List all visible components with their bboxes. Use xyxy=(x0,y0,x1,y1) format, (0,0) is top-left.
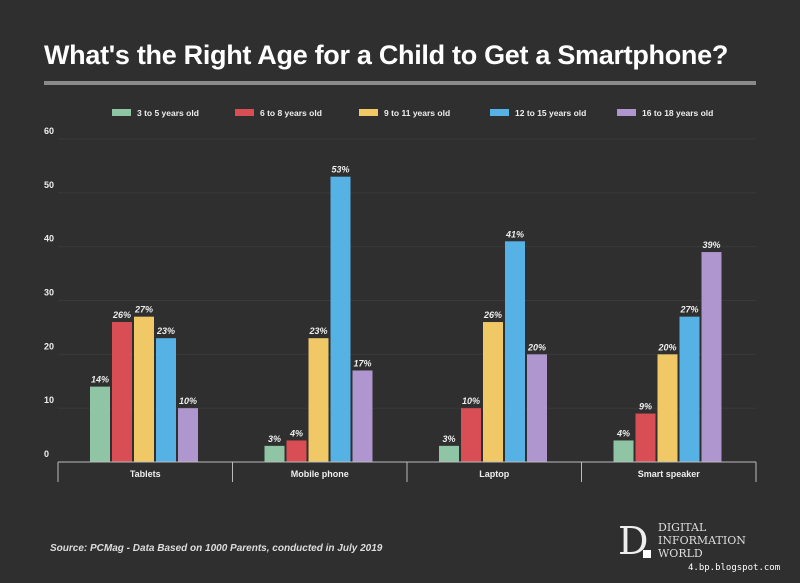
bar xyxy=(679,316,700,462)
legend-swatch xyxy=(112,109,131,116)
data-label: 10% xyxy=(462,396,480,406)
bar xyxy=(635,413,656,462)
y-tick-label: 20 xyxy=(44,341,54,351)
legend-label: 3 to 5 years old xyxy=(137,108,199,118)
source-note: Source: PCMag - Data Based on 1000 Paren… xyxy=(50,543,383,554)
bar-chart: 0 10 20 30 40 50 60 3 to 5 years old 6 to 8 year… xyxy=(44,108,757,482)
bar xyxy=(156,338,176,462)
bar xyxy=(264,445,285,462)
legend-label: 16 to 18 years old xyxy=(642,108,713,118)
data-label: 41% xyxy=(505,229,524,239)
data-label: 4% xyxy=(289,428,303,438)
logo-line: DIGITAL xyxy=(658,521,707,534)
bar xyxy=(505,241,525,462)
bar xyxy=(657,354,678,462)
y-tick-label: 40 xyxy=(44,234,54,244)
data-label: 26% xyxy=(112,310,131,320)
bar xyxy=(90,386,110,462)
data-label: 9% xyxy=(639,402,652,412)
data-label: 20% xyxy=(527,342,546,352)
bar xyxy=(701,252,722,462)
data-label: 27% xyxy=(679,305,698,315)
x-tick-label: Smart speaker xyxy=(638,469,701,479)
x-tick-label: Tablets xyxy=(130,469,161,479)
data-label: 23% xyxy=(156,326,175,336)
bar xyxy=(112,322,132,462)
logo-text: DIGITAL INFORMATION WORLD xyxy=(658,521,746,560)
y-tick-label: 10 xyxy=(44,395,54,405)
legend-swatch xyxy=(490,109,509,116)
data-label: 3% xyxy=(268,434,281,444)
y-tick-label: 50 xyxy=(44,180,54,190)
legend-label: 12 to 15 years old xyxy=(515,108,586,118)
legend-swatch xyxy=(617,109,636,116)
bar xyxy=(483,322,503,462)
legend-label: 6 to 8 years old xyxy=(260,108,322,118)
data-label: 4% xyxy=(616,428,630,438)
data-label: 10% xyxy=(179,396,197,406)
logo-line: INFORMATION xyxy=(658,534,746,547)
watermark: 4.bp.blogspot.com xyxy=(688,563,781,573)
data-label: 27% xyxy=(134,305,153,315)
bar xyxy=(439,445,459,462)
bar xyxy=(286,440,307,462)
data-label: 17% xyxy=(353,358,371,368)
data-label: 39% xyxy=(702,240,720,250)
bar xyxy=(461,408,481,462)
chart-title: What's the Right Age for a Child to Get … xyxy=(44,40,729,70)
data-label: 53% xyxy=(331,165,349,175)
bar xyxy=(308,338,329,462)
data-label: 20% xyxy=(657,342,676,352)
bar xyxy=(352,370,373,462)
y-tick-label: 30 xyxy=(44,288,54,298)
bar xyxy=(527,354,547,462)
x-tick-label: Mobile phone xyxy=(291,469,349,479)
bar xyxy=(178,408,198,462)
y-tick-label: 0 xyxy=(44,449,49,459)
legend-label: 9 to 11 years old xyxy=(384,108,450,118)
data-label: 3% xyxy=(442,434,455,444)
y-tick-label: 60 xyxy=(44,126,54,136)
logo-square xyxy=(643,550,651,558)
bar xyxy=(330,176,351,462)
bar xyxy=(613,440,634,462)
legend-swatch xyxy=(235,109,254,116)
x-tick-label: Laptop xyxy=(479,469,509,479)
data-label: 26% xyxy=(483,310,502,320)
bar xyxy=(134,316,154,462)
logo-line: WORLD xyxy=(658,547,703,560)
data-label: 14% xyxy=(91,375,109,385)
data-label: 23% xyxy=(308,326,327,336)
title-divider xyxy=(44,81,756,85)
legend-swatch xyxy=(359,109,378,116)
